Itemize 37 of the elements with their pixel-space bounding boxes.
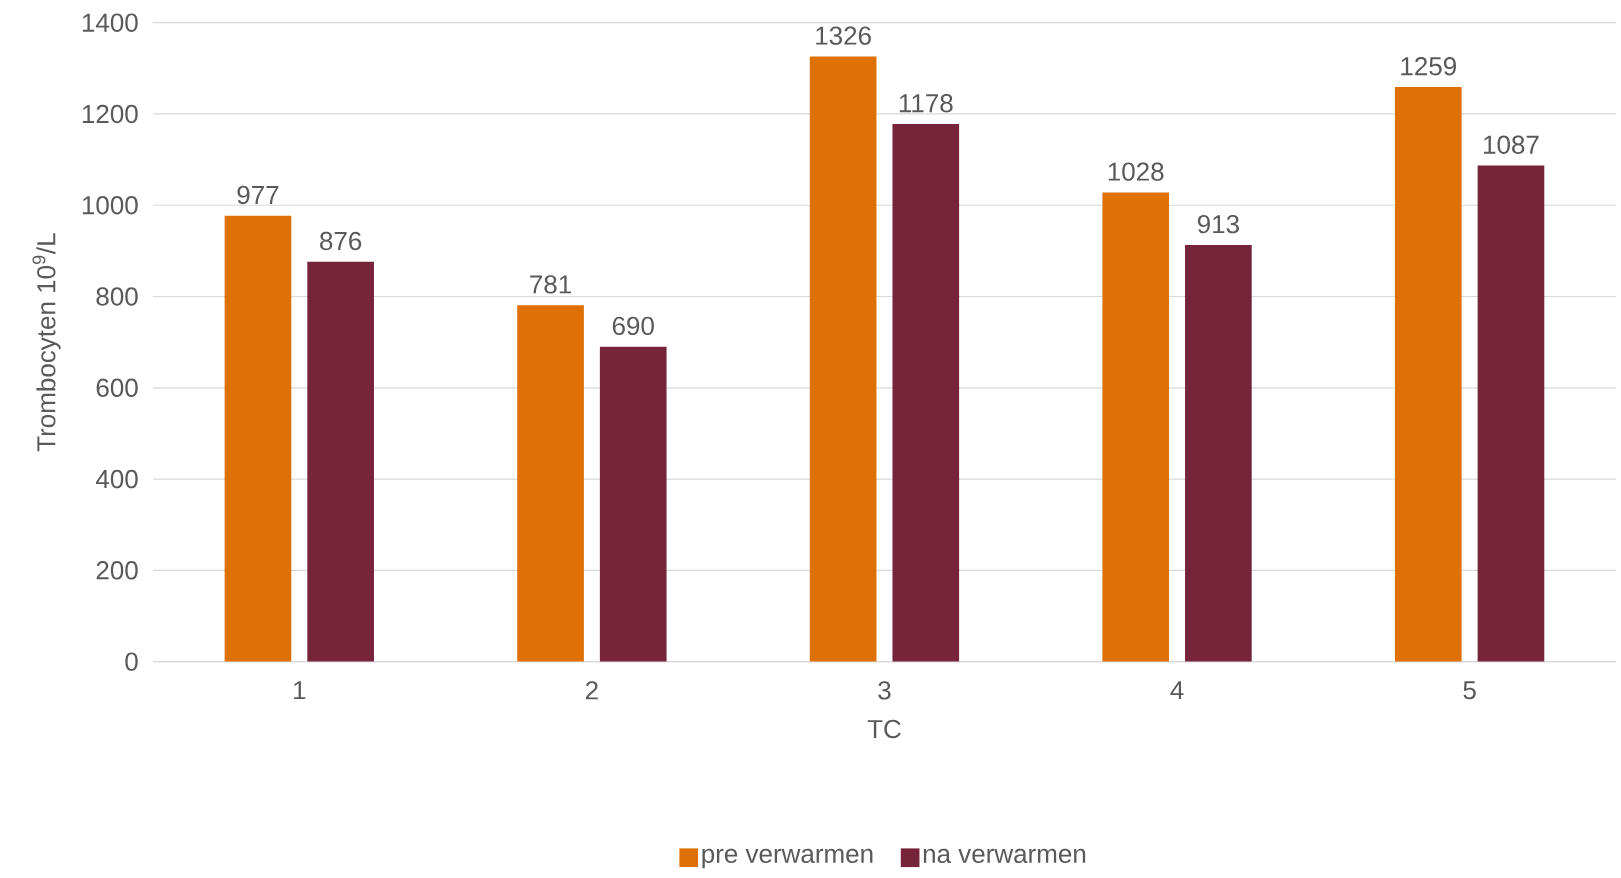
bar <box>1102 192 1170 662</box>
data-label: 1326 <box>816 26 871 45</box>
data-label: 1087 <box>1484 135 1539 154</box>
x-tick-label: 2 <box>585 681 598 700</box>
data-label: 876 <box>320 231 362 251</box>
legend-label: pre verwarmen <box>702 848 873 869</box>
bar <box>809 56 877 662</box>
y-tick-label: 200 <box>96 561 138 580</box>
y-tick-label: 1000 <box>82 196 138 215</box>
data-label: 690 <box>612 316 654 336</box>
legend-label: na verwarmen <box>923 848 1086 864</box>
bar <box>517 305 584 662</box>
data-label: 1178 <box>899 94 953 113</box>
bar <box>599 346 667 662</box>
y-tick-label: 600 <box>96 378 138 397</box>
bar <box>1394 87 1462 662</box>
data-label: 913 <box>1197 214 1239 234</box>
data-label: 977 <box>237 185 279 205</box>
x-tick-label: 3 <box>878 681 891 700</box>
y-tick-label: 400 <box>95 469 138 489</box>
y-axis-title: Trombocyten 10$^{9}$/L <box>32 233 61 452</box>
bar <box>224 215 292 662</box>
x-tick-label: 5 <box>1463 681 1476 700</box>
bar <box>307 261 374 662</box>
y-tick-label: 800 <box>96 287 138 306</box>
y-tick-label: 1200 <box>82 104 138 124</box>
y-tick-label: 0 <box>125 652 138 671</box>
data-label: 1028 <box>1108 162 1164 181</box>
data-label: 1259 <box>1401 57 1456 76</box>
bar <box>892 124 960 662</box>
x-axis-title: TC <box>867 719 901 739</box>
bar <box>1185 244 1252 662</box>
bar <box>1477 165 1545 662</box>
x-tick-label: 4 <box>1170 681 1184 700</box>
x-tick-label: 1 <box>294 681 306 700</box>
data-label: 781 <box>530 275 571 294</box>
y-tick-label: 1400 <box>82 13 138 32</box>
